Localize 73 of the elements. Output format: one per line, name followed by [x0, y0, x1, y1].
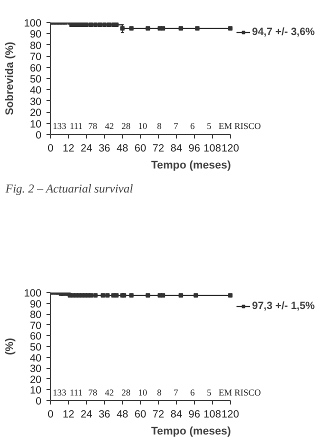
- x-tick-label: 84: [170, 408, 182, 420]
- x-tick-label: 0: [48, 408, 54, 420]
- x-tick-label: 120: [222, 408, 240, 420]
- y-tick-label: 20: [30, 107, 42, 120]
- y-tick-label: 30: [30, 363, 42, 376]
- x-axis-title: Tempo (meses): [151, 160, 232, 172]
- x-tick-label: 24: [80, 142, 92, 154]
- y-tick-label: 30: [30, 96, 42, 108]
- x-tick-label: 84: [170, 142, 182, 154]
- y-tick-label: 60: [30, 62, 42, 74]
- x-tick-label: 72: [152, 408, 164, 420]
- y-tick-label: 100: [24, 288, 42, 300]
- x-tick-label: 60: [134, 408, 146, 420]
- annotation: 133: [52, 121, 67, 132]
- y-tick-label: 90: [30, 298, 42, 310]
- y-tick-label: 70: [30, 51, 42, 64]
- annotation: 7: [174, 387, 179, 398]
- annotation: 78: [88, 121, 98, 132]
- legend-label: 97,3 +/- 1,5%: [252, 300, 315, 312]
- y-tick-label: 0: [36, 396, 42, 408]
- caption: Fig. 2 – Actuarial survival: [4, 182, 134, 196]
- annotation: 8: [157, 121, 162, 132]
- legend-label: 94,7 +/- 3,6%: [252, 26, 315, 38]
- x-tick-label: 120: [222, 142, 240, 154]
- x-tick-label: 48: [116, 142, 128, 154]
- annotation: 8: [157, 387, 162, 398]
- annotation: 28: [122, 121, 132, 132]
- x-tick-label: 108: [204, 142, 222, 154]
- x-tick-label: 96: [188, 142, 200, 154]
- annotation: 7: [174, 121, 179, 132]
- y-tick-label: 60: [30, 330, 42, 343]
- y-tick-label: 0: [36, 130, 42, 142]
- y-tick-label: 80: [30, 309, 42, 322]
- y-tick-label: 100: [24, 18, 42, 30]
- annotation: 5: [206, 121, 212, 132]
- x-tick-label: 108: [204, 408, 222, 420]
- annotation: 42: [104, 121, 114, 132]
- y-tick-label: 80: [30, 40, 42, 52]
- y-tick-label: 20: [30, 374, 42, 386]
- x-tick-label: 60: [134, 142, 146, 154]
- y-tick-label: 40: [30, 84, 42, 97]
- y-axis-title: Sobrevida (%): [4, 41, 16, 116]
- x-tick-label: 72: [152, 142, 164, 154]
- annotation: 111: [70, 121, 83, 132]
- y-tick-label: 50: [30, 74, 42, 86]
- y-tick-label: 50: [30, 342, 42, 354]
- annotation: 6: [190, 387, 196, 398]
- annotation: 28: [122, 387, 132, 398]
- y-tick-label: 10: [30, 384, 42, 397]
- x-tick-label: 0: [48, 142, 54, 154]
- x-tick-label: 48: [116, 408, 128, 420]
- annotation: 6: [190, 121, 196, 132]
- x-tick-label: 96: [188, 408, 200, 420]
- annotation: 133: [52, 387, 67, 398]
- annotation: 10: [138, 121, 148, 132]
- y-tick-label: 10: [30, 118, 42, 130]
- annotation: 5: [206, 387, 212, 398]
- x-tick-label: 36: [98, 142, 110, 154]
- annotation: 10: [138, 387, 148, 398]
- x-tick-label: 12: [62, 408, 74, 420]
- x-axis-title: Tempo (meses): [151, 426, 232, 438]
- y-axis-title: (%): [4, 338, 16, 356]
- y-tick-label: 90: [30, 28, 42, 41]
- annotation: EM RISCO: [218, 121, 262, 132]
- annotation: EM RISCO: [218, 387, 262, 398]
- x-tick-label: 24: [80, 408, 92, 420]
- y-tick-label: 40: [30, 352, 42, 364]
- y-tick-label: 70: [30, 320, 42, 332]
- annotation: 78: [88, 387, 98, 398]
- annotation: 42: [104, 387, 114, 398]
- annotation: 111: [70, 387, 83, 398]
- x-tick-label: 36: [98, 408, 110, 420]
- x-tick-label: 12: [62, 142, 74, 154]
